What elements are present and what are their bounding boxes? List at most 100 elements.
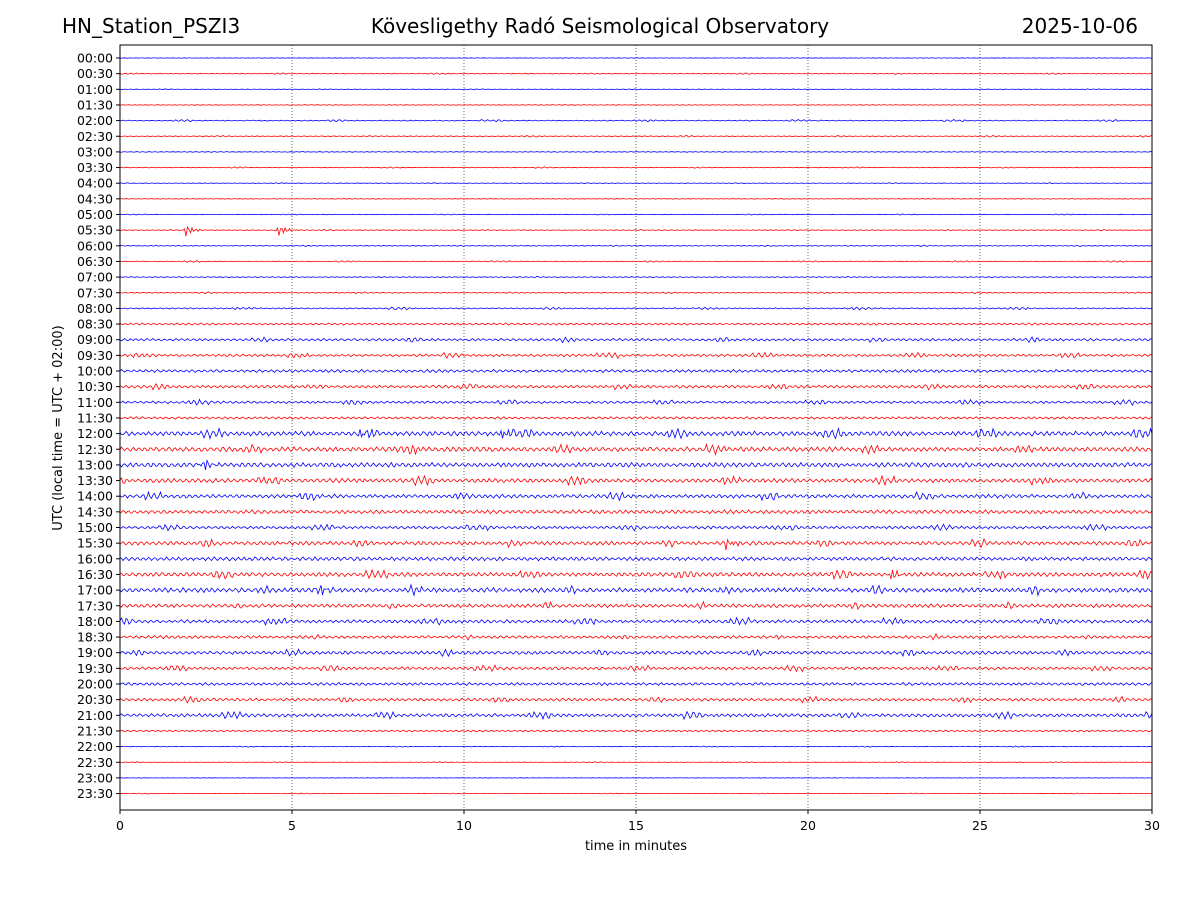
trace-2130 — [119, 729, 1153, 733]
trace-0730 — [119, 291, 1153, 295]
trace-1000 — [119, 368, 1153, 374]
y-tick-label: 18:30 — [77, 630, 113, 645]
trace-1200 — [119, 426, 1153, 440]
y-tick-label: 17:30 — [77, 598, 113, 613]
y-tick-label: 09:30 — [77, 348, 113, 363]
trace-2100 — [119, 710, 1153, 721]
trace-1730 — [119, 600, 1153, 611]
y-tick-label: 03:30 — [77, 160, 113, 175]
trace-2000 — [119, 681, 1153, 687]
y-tick-label: 02:30 — [77, 129, 113, 144]
y-tick-label: 07:00 — [77, 270, 113, 285]
y-tick-label: 01:30 — [77, 97, 113, 112]
y-tick-label: 00:00 — [77, 51, 113, 66]
trace-1530 — [119, 537, 1153, 551]
trace-1300 — [119, 459, 1153, 470]
trace-0200 — [119, 119, 1153, 123]
trace-1700 — [119, 583, 1153, 597]
y-tick-label: 22:00 — [77, 739, 113, 754]
trace-0030 — [119, 72, 1153, 75]
y-tick-label: 04:00 — [77, 176, 113, 191]
x-axis: 0 5 10 15 20 25 30 — [116, 810, 1160, 833]
trace-0930 — [119, 351, 1153, 360]
chart-date: 2025-10-06 — [1021, 14, 1138, 38]
y-tick-label: 12:00 — [77, 426, 113, 441]
y-tick-label: 14:00 — [77, 489, 113, 504]
trace-0600 — [119, 244, 1153, 247]
y-tick-label: 12:30 — [77, 442, 113, 457]
station-name: HN_Station_PSZI3 — [62, 14, 241, 38]
y-tick-label: 22:30 — [77, 755, 113, 770]
trace-0300 — [119, 151, 1153, 153]
y-tick-label: 10:30 — [77, 379, 113, 394]
y-tick-label: 00:30 — [77, 66, 113, 81]
grid-layer — [291, 45, 981, 810]
trace-2200 — [119, 745, 1153, 748]
trace-1230 — [119, 442, 1153, 456]
x-tick-label: 5 — [288, 818, 296, 833]
trace-1500 — [119, 523, 1153, 532]
x-axis-label: time in minutes — [585, 839, 687, 854]
y-tick-label: 11:30 — [77, 410, 113, 425]
y-tick-label: 05:30 — [77, 223, 113, 238]
y-tick-label: 14:30 — [77, 504, 113, 519]
y-tick-label: 23:00 — [77, 770, 113, 785]
y-tick-label: 06:00 — [77, 238, 113, 253]
x-tick-label: 30 — [1144, 818, 1160, 833]
x-tick-label: 10 — [456, 818, 472, 833]
trace-0630 — [119, 260, 1153, 263]
y-tick-label: 21:00 — [77, 708, 113, 723]
x-tick-label: 0 — [116, 818, 124, 833]
trace-0400 — [119, 182, 1153, 185]
trace-1630 — [119, 568, 1153, 581]
chart-title: Kövesligethy Radó Seismological Observat… — [370, 14, 830, 38]
trace-0430 — [119, 198, 1153, 200]
trace-0100 — [119, 88, 1153, 91]
trace-2030 — [119, 695, 1153, 704]
y-tick-label: 02:00 — [77, 113, 113, 128]
y-tick-label: 06:30 — [77, 254, 113, 269]
trace-1400 — [119, 490, 1153, 502]
trace-1900 — [119, 648, 1153, 658]
y-tick-label: 10:00 — [77, 364, 113, 379]
y-tick-label: 20:30 — [77, 692, 113, 707]
trace-1800 — [119, 616, 1153, 626]
trace-1100 — [119, 398, 1153, 406]
y-tick-label: 16:30 — [77, 567, 113, 582]
y-tick-label: 01:00 — [77, 82, 113, 97]
trace-0900 — [119, 336, 1153, 344]
trace-2330 — [119, 792, 1153, 795]
y-tick-label: 08:00 — [77, 301, 113, 316]
y-tick-label: 15:00 — [77, 520, 113, 535]
y-tick-label: 16:00 — [77, 551, 113, 566]
y-tick-label: 08:30 — [77, 317, 113, 332]
y-tick-label: 18:00 — [77, 614, 113, 629]
trace-layer — [119, 57, 1153, 795]
trace-0230 — [119, 134, 1153, 138]
y-tick-label: 09:00 — [77, 332, 113, 347]
y-axis: 00:0000:3001:0001:3002:0002:3003:0003:30… — [77, 51, 120, 801]
trace-0700 — [119, 275, 1153, 279]
y-tick-label: 07:30 — [77, 285, 113, 300]
y-tick-label: 04:30 — [77, 191, 113, 206]
x-tick-label: 20 — [800, 818, 816, 833]
trace-0130 — [119, 104, 1153, 106]
trace-2230 — [119, 761, 1153, 764]
x-tick-label: 25 — [972, 818, 988, 833]
y-tick-label: 17:00 — [77, 583, 113, 598]
trace-1930 — [119, 664, 1153, 673]
trace-1330 — [119, 474, 1153, 487]
trace-1030 — [119, 382, 1153, 391]
y-tick-label: 19:00 — [77, 645, 113, 660]
trace-0500 — [119, 213, 1153, 216]
y-tick-label: 21:30 — [77, 723, 113, 738]
x-tick-label: 15 — [628, 818, 644, 833]
y-tick-label: 05:00 — [77, 207, 113, 222]
y-tick-label: 15:30 — [77, 536, 113, 551]
y-axis-label: UTC (local time = UTC + 02:00) — [51, 325, 66, 530]
trace-0330 — [119, 166, 1153, 169]
trace-0830 — [119, 322, 1153, 326]
trace-0530 — [119, 225, 1153, 237]
y-tick-label: 11:00 — [77, 395, 113, 410]
